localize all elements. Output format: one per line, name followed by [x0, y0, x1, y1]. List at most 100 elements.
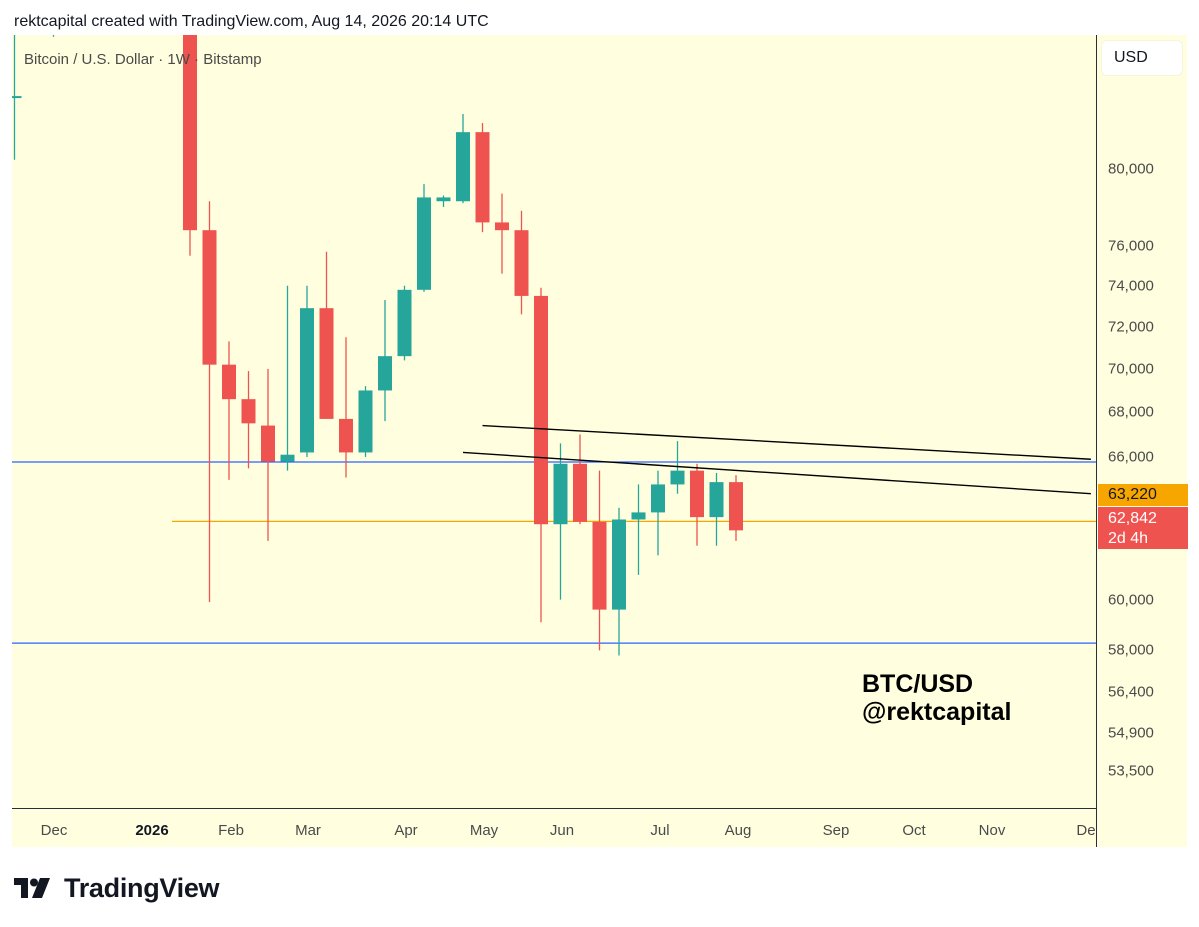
time-tick-label: Jun [549, 822, 575, 839]
bar-countdown: 2d 4h [1108, 530, 1149, 547]
candle [514, 210, 529, 315]
candle-body [183, 35, 197, 231]
candle [495, 193, 509, 274]
plot-area [12, 11, 1096, 656]
candle [729, 475, 743, 541]
time-tick-label: May [469, 822, 499, 839]
level-price-tag: 63,220 [1098, 484, 1188, 506]
candle-body [553, 463, 568, 525]
candle [573, 434, 587, 525]
candle [319, 251, 334, 419]
last-price-tag: 62,842 2d 4h [1098, 507, 1188, 549]
time-axis[interactable] [12, 809, 1097, 847]
candle-body [378, 356, 392, 391]
time-tick-label: Feb [218, 822, 244, 839]
time-axis-divider [12, 808, 1097, 809]
candle [164, 11, 178, 30]
candle-body [631, 512, 646, 520]
candle [612, 507, 626, 656]
price-tick-label: 58,000 [1108, 641, 1154, 659]
price-tick-label: 74,000 [1108, 277, 1154, 295]
candle-body [280, 454, 295, 462]
tradingview-logo[interactable]: TradingView [14, 872, 220, 904]
candle [27, 16, 41, 33]
candle [690, 463, 704, 546]
candle-body [241, 399, 256, 424]
candle [651, 470, 665, 556]
symbol-legend[interactable]: Bitcoin / U.S. Dollar · 1W · Bitstamp [24, 51, 262, 68]
candle-body [651, 484, 665, 513]
time-tick-label: Apr [394, 822, 418, 839]
candle-body [612, 519, 626, 610]
candle [592, 470, 607, 651]
trendline[interactable] [462, 451, 1091, 495]
candle [631, 484, 646, 575]
time-tick-label: Dec [40, 822, 68, 839]
candle [12, 35, 22, 160]
candle-body [144, 23, 158, 25]
time-tick-label: Oct [902, 822, 926, 839]
candle [202, 201, 217, 603]
candle [66, 16, 80, 35]
time-tick-label: Sep [822, 822, 850, 839]
candle-body [573, 463, 587, 522]
candle-body [339, 418, 353, 453]
candle-body [319, 308, 334, 419]
candle-body [436, 197, 451, 202]
candle [670, 441, 685, 494]
candle-body [164, 18, 178, 26]
candle [222, 341, 236, 480]
chart-watermark: BTC/USD @rektcapital [862, 670, 1011, 726]
watermark-author: @rektcapital [862, 698, 1012, 726]
price-tick-label: 76,000 [1108, 237, 1154, 255]
candle-body [66, 20, 80, 25]
candle-body [709, 482, 724, 518]
candle [475, 123, 490, 233]
candle-body [670, 470, 685, 485]
trendline[interactable] [482, 424, 1091, 460]
price-tick-label: 53,500 [1108, 762, 1154, 780]
candle-body [729, 482, 743, 531]
candle-body [12, 96, 22, 99]
price-tick-label: 56,400 [1108, 683, 1154, 701]
candle [241, 371, 256, 469]
time-tick-label: Aug [724, 822, 752, 839]
candle [378, 299, 392, 422]
candle-body [534, 295, 548, 525]
candle [125, 15, 139, 35]
last-price-value: 62,842 [1108, 510, 1157, 527]
candle-body [358, 390, 373, 453]
candle [397, 285, 412, 361]
candle [534, 287, 548, 623]
watermark-symbol: BTC/USD [862, 670, 974, 698]
candle-body [397, 289, 412, 357]
candle-body [261, 425, 275, 462]
candle-body [475, 132, 490, 223]
candle-body [495, 222, 509, 231]
time-tick-label: Mar [295, 822, 321, 839]
time-tick-label: 2026 [135, 822, 169, 839]
candle-body [86, 21, 100, 23]
candle [456, 114, 470, 204]
candle [105, 16, 119, 35]
price-tick-label: 68,000 [1108, 403, 1154, 421]
candle [553, 443, 568, 600]
candle [183, 35, 197, 256]
candle [417, 184, 431, 292]
candle [339, 337, 353, 478]
candle [144, 15, 158, 34]
candle-body [514, 230, 529, 296]
candle-body [47, 21, 61, 24]
candle-body [202, 230, 217, 365]
currency-button[interactable]: USD [1102, 41, 1182, 75]
candle-body [456, 132, 470, 202]
price-tick-label: 80,000 [1108, 160, 1154, 178]
candle-body [592, 521, 607, 610]
price-axis-divider [1096, 35, 1097, 847]
price-axis[interactable] [1097, 35, 1187, 847]
tradingview-logo-icon [14, 878, 50, 898]
time-tick-label: De [1076, 822, 1096, 839]
candle [86, 13, 100, 33]
time-tick-label: Nov [978, 822, 1006, 839]
